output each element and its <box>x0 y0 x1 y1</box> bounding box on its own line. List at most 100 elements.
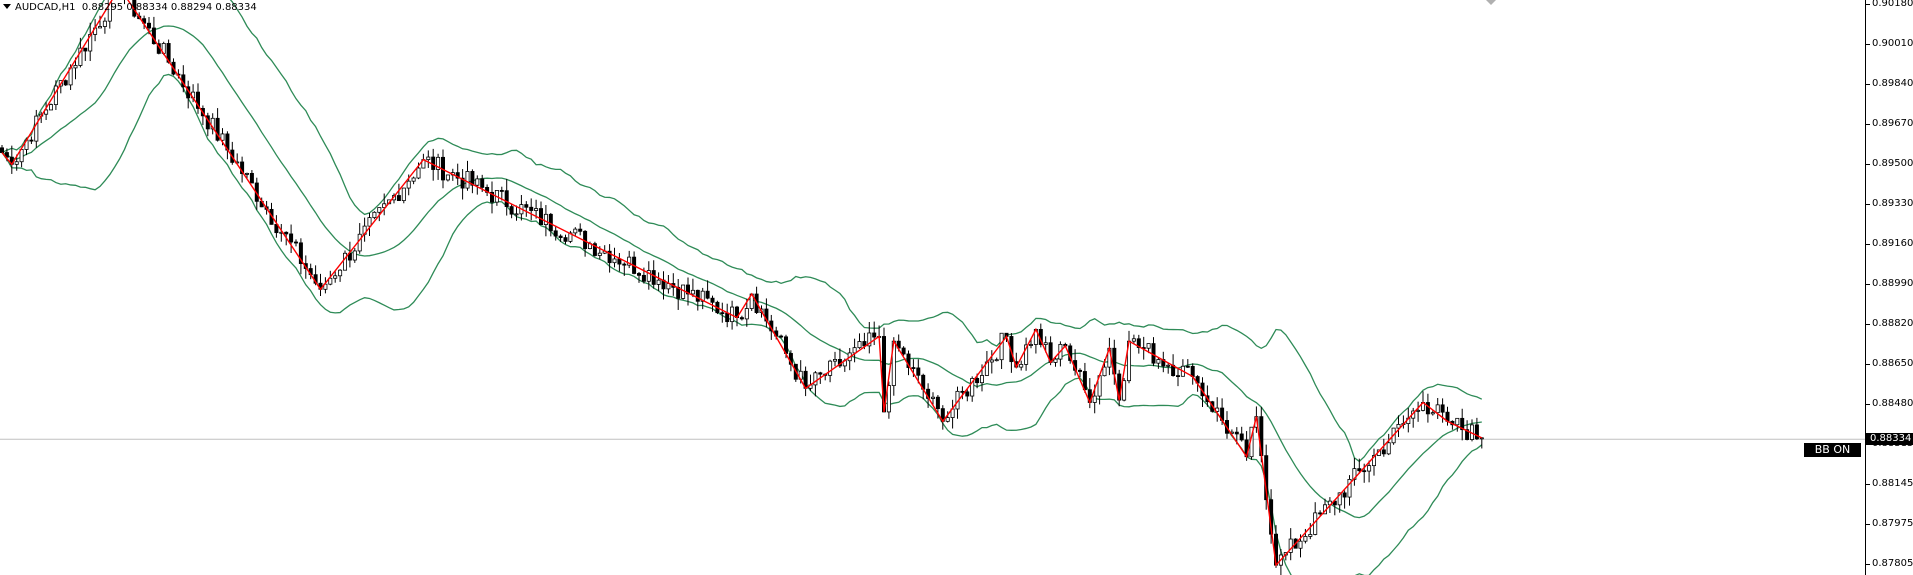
bearish-candle <box>1474 424 1479 440</box>
axis-tick <box>1866 4 1870 5</box>
axis-price-label: 0.88990 <box>1872 278 1913 289</box>
price-axis[interactable]: 0.90180 0.90010 0.89840 0.89670 0.89500 0.893… <box>1865 0 1913 575</box>
axis-tick <box>1866 84 1870 85</box>
bullish-candle <box>1416 409 1421 412</box>
bullish-candle <box>514 213 519 216</box>
bullish-candle <box>377 207 382 213</box>
bullish-candle <box>1053 358 1058 363</box>
bearish-candle <box>509 206 514 215</box>
bearish-candle <box>906 353 911 368</box>
bullish-candle <box>107 0 112 22</box>
bullish-candle <box>1337 492 1342 506</box>
bullish-candle <box>401 187 406 201</box>
bullish-candle <box>744 308 749 320</box>
bearish-candle <box>1239 433 1244 441</box>
bearish-candle <box>558 235 563 239</box>
symbol-label: AUDCAD,H1 <box>15 2 76 13</box>
bullish-candle <box>445 174 450 181</box>
bearish-candle <box>637 273 642 276</box>
bullish-candle <box>573 228 578 234</box>
bearish-candle <box>298 242 303 264</box>
bullish-candle <box>627 256 632 266</box>
axis-price-label: 0.89840 <box>1872 78 1913 89</box>
bullish-candle <box>78 47 83 66</box>
bb-lower-band <box>1 73 1483 575</box>
bearish-candle <box>617 258 622 265</box>
bearish-candle <box>563 237 568 242</box>
bullish-candle <box>945 417 950 422</box>
axis-tick <box>1866 404 1870 405</box>
bollinger-bands <box>1 0 1483 575</box>
price-chart[interactable] <box>0 0 1865 575</box>
bearish-candle <box>911 367 916 369</box>
bullish-candle <box>406 180 411 189</box>
axis-price-label: 0.87975 <box>1872 518 1913 529</box>
bearish-candle <box>916 367 921 376</box>
bearish-candle <box>965 391 970 397</box>
axis-tick <box>1866 164 1870 165</box>
axis-price-label: 0.87805 <box>1872 558 1913 569</box>
bearish-candle <box>1318 512 1323 515</box>
bullish-candle <box>1288 538 1293 553</box>
bearish-candle <box>489 191 494 203</box>
bearish-candle <box>1425 402 1430 415</box>
bullish-candle <box>352 250 357 261</box>
bearish-candle <box>293 241 298 244</box>
bullish-candle <box>1435 404 1440 414</box>
bearish-candle <box>4 152 9 158</box>
bearish-candle <box>960 390 965 393</box>
bb-upper-band <box>1 0 1483 463</box>
bullish-candle <box>244 172 249 175</box>
bearish-candle <box>872 332 877 338</box>
bearish-candle <box>1342 492 1347 498</box>
bullish-candle <box>612 258 617 264</box>
bb-toggle-button[interactable]: BB ON <box>1804 443 1861 457</box>
axis-tick <box>1866 284 1870 285</box>
bb-middle-band <box>1 25 1482 519</box>
bullish-candle <box>44 109 49 115</box>
zigzag-line <box>1 0 1483 567</box>
bearish-candle <box>695 289 700 302</box>
bearish-candle <box>249 172 254 184</box>
bearish-candle <box>0 147 4 153</box>
axis-price-label: 0.90010 <box>1872 38 1913 49</box>
axis-tick <box>1866 44 1870 45</box>
bullish-candle <box>465 171 470 189</box>
axis-price-label: 0.89670 <box>1872 118 1913 129</box>
axis-tick <box>1866 204 1870 205</box>
bearish-candle <box>83 47 88 52</box>
bullish-candle <box>1092 395 1097 403</box>
bearish-candle <box>1078 369 1083 372</box>
axis-tick <box>1866 364 1870 365</box>
bearish-candle <box>975 378 980 384</box>
bullish-candle <box>73 65 78 69</box>
bullish-candle <box>1308 534 1313 537</box>
bullish-candle <box>382 203 387 208</box>
bullish-candle <box>220 133 225 141</box>
bullish-candle <box>102 20 107 27</box>
bullish-candle <box>416 167 421 179</box>
bullish-candle <box>475 178 480 186</box>
current-price-tag: 0.88334 <box>1866 433 1913 446</box>
bearish-candle <box>1440 404 1445 413</box>
axis-price-label: 0.90180 <box>1872 0 1913 9</box>
bearish-candle <box>470 171 475 186</box>
bearish-candle <box>132 0 137 17</box>
bearish-candle <box>935 396 940 410</box>
bearish-candle <box>29 139 34 142</box>
bearish-candle <box>1357 468 1362 472</box>
bullish-candle <box>411 177 416 182</box>
symbol-header: AUDCAD,H1 0.88295 0.88334 0.88294 0.8833… <box>3 2 257 14</box>
axis-price-label: 0.89160 <box>1872 238 1913 249</box>
chart-shift-marker-icon[interactable] <box>1486 0 1496 5</box>
bearish-candle <box>818 372 823 375</box>
bearish-candle <box>146 22 151 29</box>
axis-price-label: 0.88820 <box>1872 318 1913 329</box>
bullish-candle <box>357 233 362 252</box>
axis-tick <box>1866 244 1870 245</box>
bearish-candle <box>725 312 730 323</box>
axis-price-label: 0.88650 <box>1872 358 1913 369</box>
bearish-candle <box>195 91 200 109</box>
bullish-candle <box>1019 363 1024 368</box>
